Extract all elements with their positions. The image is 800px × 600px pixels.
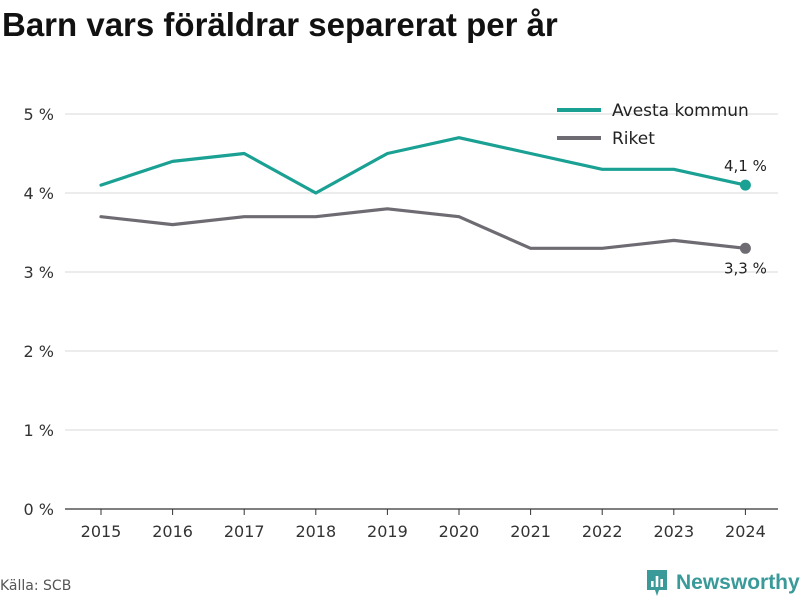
grid-lines [65, 113, 778, 510]
series-end-label-2: 3,3 % [724, 259, 767, 277]
series-lines: 4,1 % 3,3 % [99, 136, 767, 277]
newsworthy-logo-icon [647, 570, 667, 596]
legend-label-1: Avesta kommun [612, 101, 749, 121]
series-end-point-2 [739, 242, 751, 254]
series-end-label-1: 4,1 % [724, 157, 767, 175]
x-tick-label: 2021 [510, 522, 551, 541]
source-note: Källa: SCB [0, 578, 72, 594]
x-tick-label: 2022 [582, 522, 623, 541]
x-tick-label: 2015 [81, 522, 122, 541]
x-tick-label: 2020 [439, 522, 480, 541]
series-end-point-1 [739, 179, 751, 191]
chart-title: Barn vars föräldrar separerat per år [2, 6, 558, 43]
y-tick-label: 1 % [24, 421, 54, 440]
brand-name: Newsworthy [676, 571, 800, 594]
x-tick-label: 2018 [295, 522, 336, 541]
y-tick-label: 4 % [24, 184, 54, 203]
series-line-1 [99, 136, 748, 195]
y-tick-label: 2 % [24, 342, 54, 361]
legend: Avesta kommun Riket [557, 101, 749, 149]
brand-logo[interactable]: Newsworthy [645, 568, 800, 598]
x-tick-label: 2024 [725, 522, 766, 541]
x-tick-label: 2023 [653, 522, 694, 541]
x-axis: 2015 2016 2017 2018 2019 2020 2021 2022 2023 2024 [81, 509, 766, 541]
y-tick-label: 5 % [24, 105, 54, 124]
x-tick-label: 2019 [367, 522, 408, 541]
x-tick-label: 2016 [152, 522, 193, 541]
y-tick-label: 3 % [24, 263, 54, 282]
y-tick-label: 0 % [24, 500, 54, 519]
x-tick-label: 2017 [224, 522, 265, 541]
line-chart: 0 %1 %2 %3 %4 %5 % 2015 2016 2017 2018 2019 2… [24, 101, 778, 541]
legend-label-2: Riket [612, 129, 655, 149]
series-line-2 [99, 207, 748, 250]
y-axis-ticks: 0 % 1 % 2 % 3 % 4 % 5 % [24, 105, 54, 519]
